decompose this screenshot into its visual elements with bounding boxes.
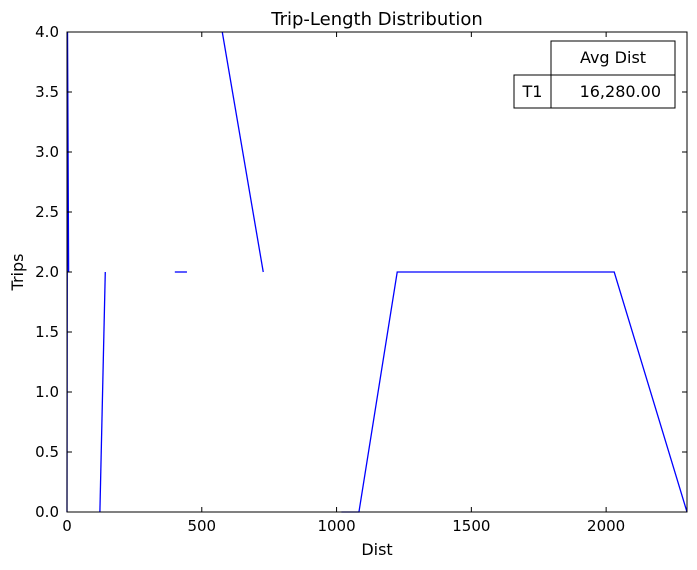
- y-axis-title: Trips: [8, 254, 27, 292]
- x-tick-label: 2000: [587, 517, 625, 535]
- y-tick-label: 0.0: [35, 503, 59, 521]
- y-tick-label: 4.0: [35, 23, 59, 41]
- y-tick-label: 1.5: [35, 323, 59, 341]
- series-line-segment-4: [221, 31, 264, 273]
- table-row-value: 16,280.00: [580, 82, 661, 101]
- table-value-cell: [550, 74, 676, 109]
- y-tick-label: 0.5: [35, 443, 59, 461]
- table-column-header: Avg Dist: [580, 48, 646, 67]
- table-header-cell: [550, 40, 676, 76]
- x-tick-label: 0: [62, 517, 72, 535]
- y-axis-ticks: 0.0 0.5 1.0 1.5 2.0 2.5 3.0 3.5 4.0: [35, 23, 687, 521]
- y-tick-label: 3.5: [35, 83, 59, 101]
- summary-table: Avg Dist T1 16,280.00: [513, 40, 676, 109]
- chart-title: Trip-Length Distribution: [270, 9, 483, 30]
- y-tick-label: 3.0: [35, 143, 59, 161]
- y-tick-label: 1.0: [35, 383, 59, 401]
- x-tick-label: 1500: [452, 517, 490, 535]
- x-tick-label: 1000: [317, 517, 355, 535]
- x-axis-title: Dist: [361, 540, 392, 559]
- series-line-segment-2: [99, 271, 106, 513]
- x-tick-label: 500: [187, 517, 216, 535]
- y-tick-label: 2.0: [35, 263, 59, 281]
- y-tick-label: 2.5: [35, 203, 59, 221]
- table-row-label-cell: [513, 74, 552, 109]
- table-row-label: T1: [522, 82, 543, 101]
- x-axis-ticks: 0 500 1000 1500 2000: [62, 32, 625, 535]
